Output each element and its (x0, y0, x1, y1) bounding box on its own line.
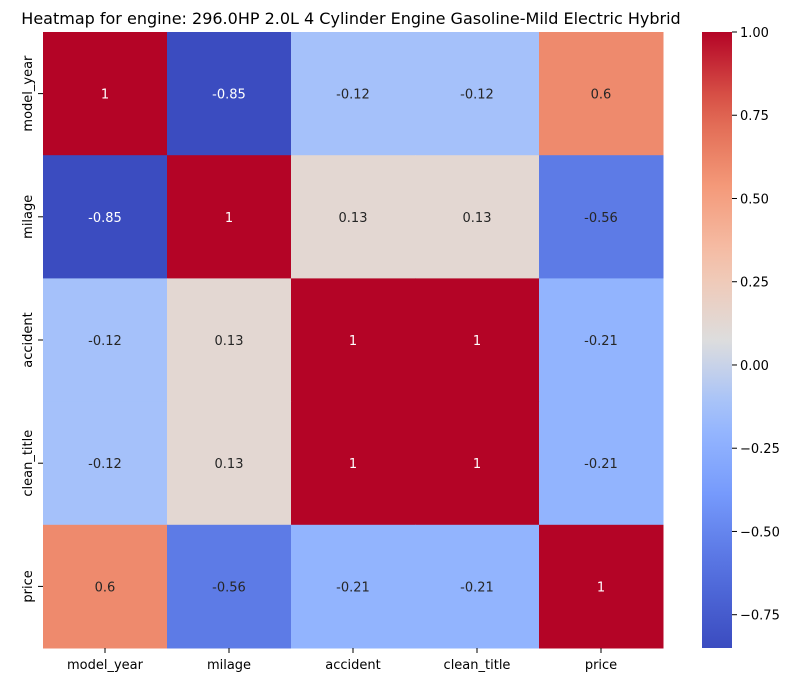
x-tick-label: milage (207, 658, 251, 673)
cell-value-label: -0.21 (584, 334, 618, 349)
colorbar-gradient (702, 32, 732, 648)
heatmap-cell (291, 32, 416, 156)
cell-value-label: -0.12 (460, 88, 494, 103)
heatmap-cell (539, 278, 664, 403)
heatmap-cell (167, 401, 292, 526)
cell-value-label: -0.12 (88, 457, 122, 472)
cell-value-label: 0.13 (215, 457, 244, 472)
x-tick-label: clean_title (444, 658, 511, 673)
cell-value-label: 0.13 (215, 334, 244, 349)
colorbar-tick-label: 0.25 (740, 276, 769, 291)
heatmap-cell (415, 32, 540, 156)
cell-value-label: 0.6 (95, 580, 116, 595)
heatmap-cell (539, 32, 664, 156)
heatmap-cell (167, 524, 292, 649)
heatmap-cell (167, 32, 292, 156)
heatmap-cell (43, 524, 168, 649)
colorbar: 1.00 0.75 0.50 0.25 0.00 −0.25 −0.50 −0.75 (702, 26, 780, 648)
cell-value-label: -0.85 (212, 88, 246, 103)
heatmap-annotations: 1 -0.85 -0.12 -0.12 0.6 -0.85 1 0.13 0.13 -0.56 -0… (88, 88, 618, 596)
cell-value-label: -0.21 (336, 580, 370, 595)
heatmap-cell (43, 401, 168, 526)
cell-value-label: 1 (473, 334, 481, 349)
y-tick-label: price (21, 570, 36, 602)
colorbar-tick-label: −0.25 (740, 442, 780, 457)
cell-value-label: 1 (349, 457, 357, 472)
heatmap-cell (43, 278, 168, 403)
cell-value-label: -0.21 (460, 580, 494, 595)
cell-value-label: 0.13 (339, 211, 368, 226)
y-tick-label: model_year (21, 55, 36, 132)
colorbar-tick-label: 0.75 (740, 109, 769, 124)
x-tick-label: accident (325, 658, 380, 673)
y-tick-label: milage (21, 195, 36, 239)
heatmap-cell (415, 278, 540, 403)
cell-value-label: 1 (225, 211, 233, 226)
colorbar-tick-label: 0.50 (740, 192, 769, 207)
x-tick-label: model_year (67, 658, 144, 673)
cell-value-label: -0.85 (88, 211, 122, 226)
heatmap-cell (43, 155, 168, 279)
heatmap-cell (291, 278, 416, 403)
heatmap-cell (539, 524, 664, 649)
cell-value-label: 0.6 (591, 88, 612, 103)
cell-value-label: 1 (473, 457, 481, 472)
cell-value-label: -0.12 (88, 334, 122, 349)
cell-value-label: 0.13 (463, 211, 492, 226)
heatmap-cell (43, 32, 168, 156)
heatmap-cell (291, 524, 416, 649)
y-tick-label: clean_title (21, 430, 36, 497)
colorbar-tick-label: 0.00 (740, 359, 769, 374)
cell-value-label: 1 (597, 580, 605, 595)
heatmap-cell (539, 155, 664, 279)
heatmap-cell (167, 278, 292, 403)
x-tick-label: price (585, 658, 617, 673)
cell-value-label: -0.12 (336, 88, 370, 103)
y-tick-label: accident (21, 312, 36, 367)
chart-title: Heatmap for engine: 296.0HP 2.0L 4 Cylin… (21, 9, 680, 28)
colorbar-tick-label: −0.50 (740, 525, 780, 540)
colorbar-tick-label: 1.00 (740, 26, 769, 41)
cell-value-label: -0.56 (584, 211, 618, 226)
heatmap-cells (43, 32, 664, 649)
cell-value-label: 1 (101, 88, 109, 103)
colorbar-tick-label: −0.75 (740, 609, 780, 624)
heatmap-cell (291, 155, 416, 279)
heatmap-cell (415, 155, 540, 279)
cell-value-label: -0.56 (212, 580, 246, 595)
heatmap-cell (167, 155, 292, 279)
heatmap-cell (415, 401, 540, 526)
x-axis: model_year milage accident clean_title price (67, 648, 617, 673)
cell-value-label: -0.21 (584, 457, 618, 472)
heatmap-cell (291, 401, 416, 526)
heatmap-cell (539, 401, 664, 526)
cell-value-label: 1 (349, 334, 357, 349)
heatmap-cell (415, 524, 540, 649)
